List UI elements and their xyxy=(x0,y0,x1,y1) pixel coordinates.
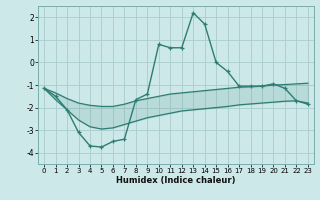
X-axis label: Humidex (Indice chaleur): Humidex (Indice chaleur) xyxy=(116,176,236,185)
